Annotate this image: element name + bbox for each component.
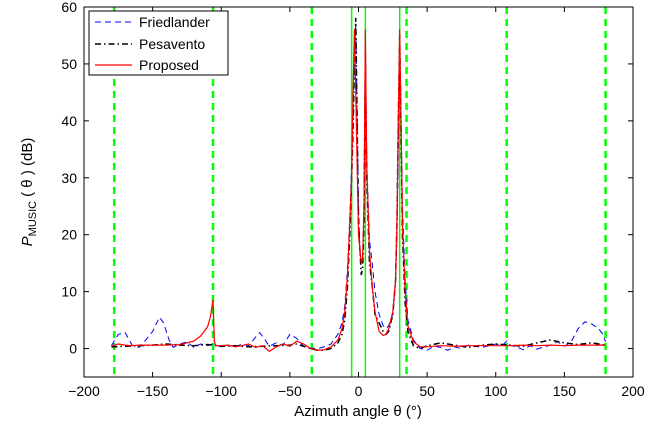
y-tick-label: 40 — [61, 113, 77, 129]
x-tick-label: −100 — [205, 383, 237, 399]
legend-label-proposed: Proposed — [139, 57, 199, 73]
x-tick-label: 150 — [553, 383, 577, 399]
y-tick-label: 30 — [61, 170, 77, 186]
x-tick-label: 0 — [355, 383, 363, 399]
y-tick-label: 0 — [69, 341, 77, 357]
legend-label-friedlander: Friedlander — [139, 14, 210, 30]
x-tick-label: −200 — [68, 383, 100, 399]
y-axis-label-main: P — [19, 236, 36, 246]
legend-box — [88, 10, 229, 76]
legend: Friedlander Pesavento Proposed — [88, 10, 229, 76]
y-tick-label: 20 — [61, 227, 77, 243]
x-axis-label: Azimuth angle θ (°) — [294, 403, 422, 420]
x-tick-label: 200 — [621, 383, 645, 399]
x-tick-label: 50 — [419, 383, 435, 399]
y-tick-label: 10 — [61, 284, 77, 300]
y-tick-label: 60 — [61, 0, 77, 15]
x-axis: −200 −150 −100 −50 0 50 100 150 200 — [68, 7, 645, 399]
series-line-pesavento — [111, 17, 606, 351]
x-tick-label: −150 — [137, 383, 169, 399]
series-group — [111, 17, 607, 352]
x-tick-label: −50 — [278, 383, 302, 399]
y-tick-label: 50 — [61, 56, 77, 72]
y-axis-label-sub: MUSIC — [27, 201, 39, 237]
y-axis: 0 10 20 30 40 50 60 — [61, 0, 633, 357]
legend-label-pesavento: Pesavento — [139, 36, 205, 52]
series-line-proposed — [111, 29, 606, 352]
y-axis-label: PMUSIC ( θ ) (dB) — [19, 138, 39, 247]
y-axis-label-rest: ( θ ) (dB) — [19, 138, 36, 197]
x-tick-label: 100 — [484, 383, 508, 399]
